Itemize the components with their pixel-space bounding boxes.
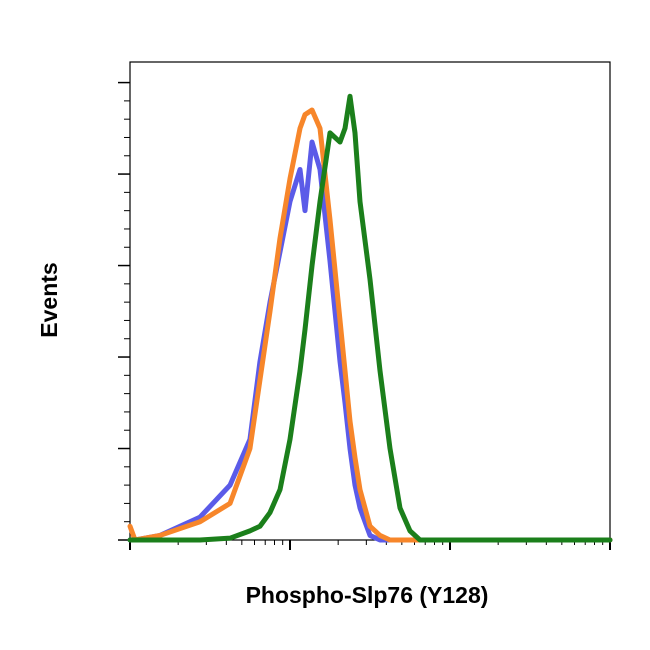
histogram-line — [127, 107, 613, 543]
histogram-line — [127, 139, 613, 543]
x-axis-title: Phospho-Slp76 (Y128) — [246, 582, 489, 608]
histogram-line — [127, 93, 613, 543]
plot-frame — [129, 61, 611, 541]
y-axis-title: Events — [36, 262, 62, 337]
